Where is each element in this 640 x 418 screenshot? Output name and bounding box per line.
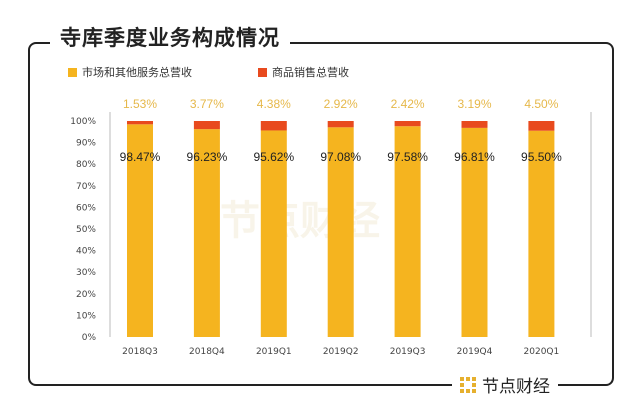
legend-swatch (258, 67, 267, 77)
data-label-services: 95.62% (253, 150, 294, 164)
bar-segment-services (193, 129, 220, 337)
bar-segment-goods (127, 121, 153, 125)
data-label-goods: 1.53% (123, 97, 157, 111)
y-tick-label: 80% (76, 160, 96, 170)
data-label-goods: 4.50% (524, 97, 558, 111)
x-tick-label: 2019Q4 (457, 347, 493, 357)
brand-logo-icon (460, 376, 476, 393)
x-tick-label: 2020Q1 (524, 347, 560, 357)
y-tick-label: 90% (76, 139, 96, 149)
x-tick-label: 2019Q2 (323, 347, 359, 357)
y-tick-label: 0% (82, 333, 97, 343)
data-label-goods: 3.77% (190, 97, 224, 111)
y-tick-label: 30% (76, 268, 96, 278)
bar-segment-services (127, 124, 153, 337)
x-tick-label: 2018Q4 (189, 347, 225, 357)
bar-segment-services (528, 130, 555, 337)
x-tick-label: 2019Q3 (390, 347, 426, 357)
chart-frame (28, 42, 614, 386)
y-tick-label: 20% (76, 290, 96, 300)
data-label-services: 97.08% (320, 150, 361, 164)
data-label-services: 95.50% (521, 150, 562, 164)
data-label-goods: 2.42% (391, 97, 425, 111)
legend-swatch (68, 67, 77, 77)
chart-title: 寺库季度业务构成情况 (50, 22, 290, 52)
legend-item-services: 市场和其他服务总营收 (68, 64, 192, 80)
x-tick-label: 2019Q1 (256, 347, 292, 357)
data-label-services: 97.58% (387, 150, 428, 164)
y-tick-label: 50% (76, 225, 96, 235)
y-tick-label: 40% (76, 247, 96, 257)
legend-label: 商品销售总营收 (272, 66, 349, 79)
legend-label: 市场和其他服务总营收 (82, 66, 192, 79)
data-label-goods: 2.92% (324, 97, 358, 111)
data-label-services: 98.47% (120, 150, 161, 164)
legend-item-goods: 商品销售总营收 (258, 64, 349, 80)
brand-footer: 节点财经 (452, 372, 558, 397)
brand-name: 节点财经 (482, 377, 550, 397)
x-tick-label: 2018Q3 (122, 347, 158, 357)
y-tick-label: 100% (70, 117, 96, 127)
bar-segment-goods (193, 121, 220, 130)
data-label-goods: 4.38% (257, 97, 291, 111)
bar-segment-services (260, 130, 287, 337)
bar-segment-goods (327, 121, 354, 128)
bar-segment-goods (394, 121, 421, 127)
bar-segment-services (327, 127, 354, 338)
data-label-services: 96.81% (454, 150, 495, 164)
y-tick-label: 10% (76, 311, 96, 321)
bar-segment-services (394, 126, 421, 337)
data-label-goods: 3.19% (457, 97, 491, 111)
bar-segment-goods (528, 121, 555, 131)
bar-segment-goods (461, 121, 488, 128)
bar-segment-goods (260, 121, 287, 131)
y-tick-label: 70% (76, 182, 96, 192)
y-tick-label: 60% (76, 203, 96, 213)
bar-segment-services (461, 127, 488, 337)
data-label-services: 96.23% (187, 150, 228, 164)
